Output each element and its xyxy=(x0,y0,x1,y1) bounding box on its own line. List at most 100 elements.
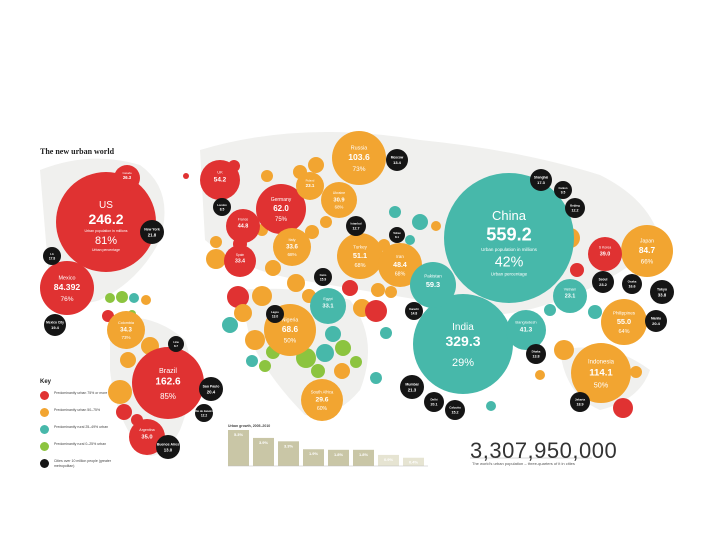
key-label: Predominantly rural 0–25% urban xyxy=(54,442,107,446)
city-name: Buenos Aires xyxy=(157,442,179,446)
city-circle xyxy=(650,280,674,304)
country-bubble-italy: Italy 33.668% xyxy=(273,228,311,266)
city-name: Istanbul xyxy=(350,222,361,226)
urban-percentage-value: 68% xyxy=(287,252,296,257)
growth-bar-value: 0.9% xyxy=(384,457,394,462)
city-value: 16.6 xyxy=(628,285,635,289)
city-value: 13.8 xyxy=(532,355,539,359)
country-circle xyxy=(410,262,456,308)
city-value: 20.1 xyxy=(430,403,437,407)
city-value: 17.3 xyxy=(537,180,546,185)
growth-bar xyxy=(328,449,349,466)
country-name: Turkey xyxy=(353,245,368,250)
city-circle xyxy=(530,169,552,191)
small-country-bubble xyxy=(245,330,265,350)
city-name: Tokyo xyxy=(657,287,667,291)
country-circle xyxy=(321,182,357,218)
urban-population-value: 162.6 xyxy=(155,376,181,387)
urban-population-caption: Urban population in millions xyxy=(481,247,538,252)
small-country-bubble xyxy=(116,404,132,420)
small-country-bubble xyxy=(316,344,334,362)
country-circle xyxy=(226,209,260,243)
small-country-bubble xyxy=(246,355,258,367)
country-circle xyxy=(224,245,256,277)
city-value: 15.2 xyxy=(451,411,458,415)
urban-population-value: 84.7 xyxy=(639,245,656,255)
city-name: Mexico City xyxy=(46,321,64,325)
small-country-bubble xyxy=(311,364,325,378)
country-circle xyxy=(256,184,306,234)
small-country-bubble xyxy=(486,401,496,411)
country-circle xyxy=(337,233,383,279)
city-circle xyxy=(266,305,284,323)
city-circle xyxy=(400,375,424,399)
growth-bar-value: 1.8% xyxy=(359,452,369,457)
country-name: France xyxy=(238,218,249,222)
country-name: Japan xyxy=(640,239,654,245)
growth-bar-value: 5.3% xyxy=(234,432,244,437)
urban-population-value: 329.3 xyxy=(445,333,480,349)
small-country-bubble xyxy=(252,286,272,306)
urban-percentage-value: 29% xyxy=(452,357,474,369)
small-country-bubble xyxy=(206,249,226,269)
urban-percentage-value: 73% xyxy=(121,335,130,340)
city-value: 12.7 xyxy=(352,227,359,231)
urban-population-value: 44.8 xyxy=(238,223,249,229)
city-circle xyxy=(386,149,408,171)
growth-bar xyxy=(403,457,424,466)
city-value: 21.8 xyxy=(148,232,157,237)
country-circle xyxy=(200,160,240,200)
growth-title: Urban growth, 2005–2010 xyxy=(228,424,271,428)
small-country-bubble xyxy=(308,157,324,173)
country-name: South Africa xyxy=(311,389,334,394)
country-bubble-colombia: Colombia 34.373% xyxy=(107,311,145,349)
small-country-bubble xyxy=(141,295,151,305)
urban-percentage-value: 50% xyxy=(594,380,609,389)
urban-percentage-value: 66% xyxy=(641,258,654,265)
country-name: India xyxy=(452,322,474,333)
urban-population-value: 559.2 xyxy=(486,225,532,245)
country-bubble-ukraine: Ukraine 30.9 68% xyxy=(321,182,357,218)
small-country-bubble xyxy=(320,216,332,228)
city-name: Osaka xyxy=(628,280,637,284)
city-circle xyxy=(622,274,642,294)
urban-population-value: 29.6 xyxy=(315,397,328,404)
growth-bar xyxy=(378,454,399,466)
city-name: Manila xyxy=(651,317,661,321)
country-name: Germany xyxy=(271,197,292,203)
urban-population-value: 59.3 xyxy=(426,280,440,289)
city-value: 13.4 xyxy=(393,160,402,165)
urban-population-value: 246.2 xyxy=(88,211,123,227)
city-circle xyxy=(156,435,180,459)
small-country-bubble xyxy=(389,206,401,218)
city-value: 12.2 xyxy=(201,413,208,417)
country-name: Italy xyxy=(289,238,296,242)
urban-population-value: 54.2 xyxy=(214,177,227,184)
city-name: Canton xyxy=(559,186,568,190)
country-circle xyxy=(273,228,311,266)
urban-population-value: 33.4 xyxy=(235,258,245,264)
country-circle xyxy=(107,311,145,349)
city-value: 13.0 xyxy=(164,447,173,452)
urban-population-value: 23.1 xyxy=(306,183,315,188)
urban-percentage-caption: Urban percentage xyxy=(491,272,528,277)
small-country-bubble xyxy=(210,236,222,248)
country-name: China xyxy=(492,208,527,223)
